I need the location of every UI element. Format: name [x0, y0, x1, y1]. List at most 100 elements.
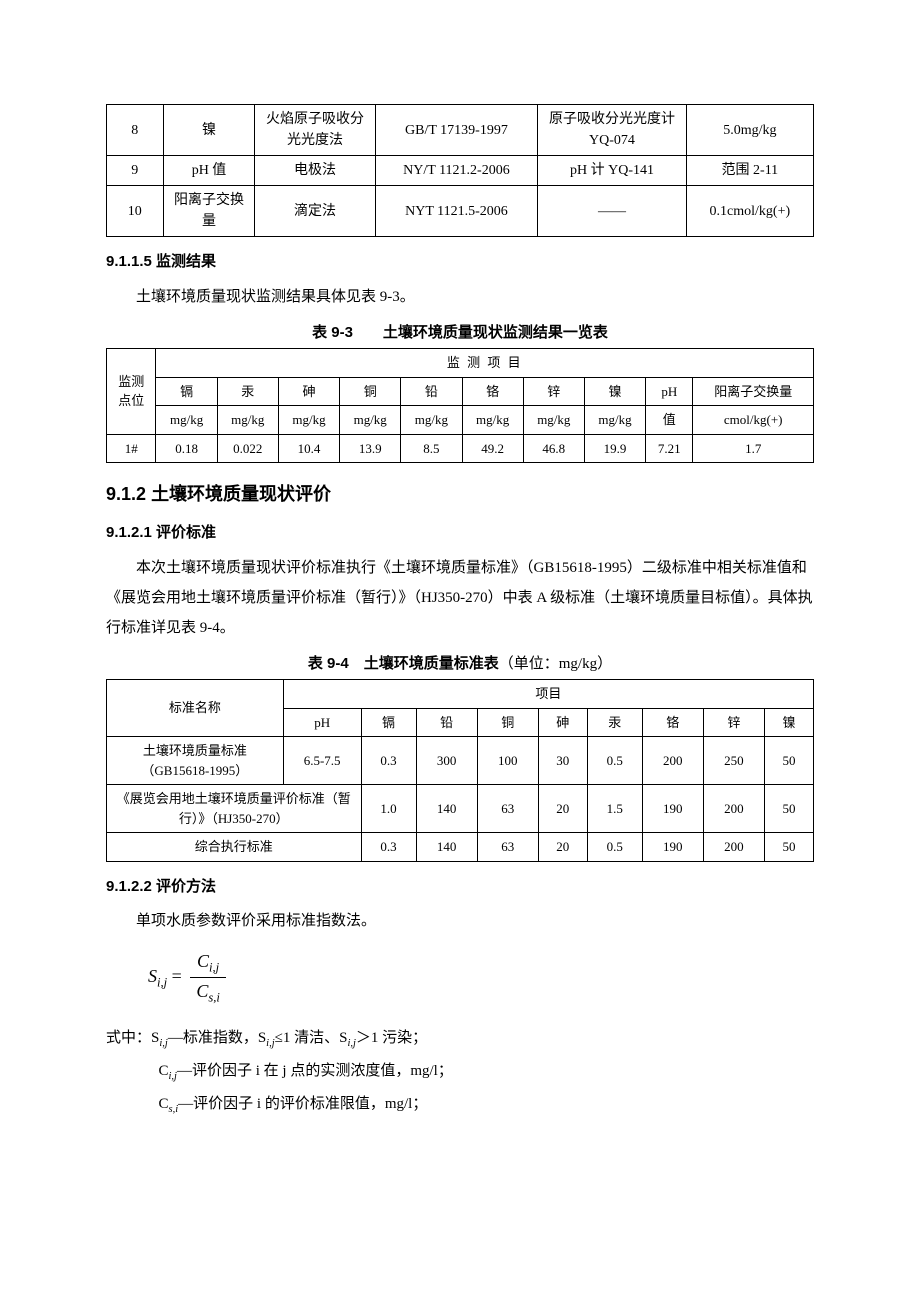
table-cell: 8.5	[401, 434, 462, 463]
row-header: 《展览会用地土壤环境质量评价标准（暂行）》（HJ350-270）	[107, 785, 362, 833]
table-cell: 140	[416, 833, 477, 862]
table-cell: 原子吸收分光光度计 YQ-074	[538, 105, 686, 156]
table-cell: 阳离子交换量	[163, 186, 255, 237]
table-cell: NY/T 1121.2-2006	[375, 156, 538, 186]
column-header: 镉	[361, 708, 416, 737]
table-cell: 5.0mg/kg	[686, 105, 813, 156]
column-header: pH	[283, 708, 361, 737]
column-header: 铅	[401, 377, 462, 406]
heading-9-1-2: 9.1.2 土壤环境质量现状评价	[106, 481, 814, 508]
table-cell: 镍	[163, 105, 255, 156]
table-cell: 250	[703, 737, 764, 785]
formula-standard-index: Si,j = Ci,j Cs,i	[148, 948, 814, 1008]
heading-9-1-2-1: 9.1.2.1 评价标准	[106, 522, 814, 545]
table-cell: 140	[416, 785, 477, 833]
formula-definitions: 式中：Si,j—标准指数，Si,j≤1 清洁、Si,j＞1 污染；Ci,j—评价…	[106, 1022, 814, 1121]
row-header: 土壤环境质量标准（GB15618-1995）	[107, 737, 284, 785]
column-header: 铅	[416, 708, 477, 737]
table-cell: pH 计 YQ-141	[538, 156, 686, 186]
table-cell: 63	[477, 785, 538, 833]
table-cell: 滴定法	[255, 186, 375, 237]
table-cell: 0.1cmol/kg(+)	[686, 186, 813, 237]
table-cell: 0.18	[156, 434, 217, 463]
table-cell: 20	[538, 833, 587, 862]
table-cell: 13.9	[340, 434, 401, 463]
column-unit: mg/kg	[217, 406, 278, 435]
table-cell: 10.4	[278, 434, 339, 463]
table-cell: 300	[416, 737, 477, 785]
table-cell: 9	[107, 156, 164, 186]
column-header: 铜	[340, 377, 401, 406]
column-header: pH	[646, 377, 693, 406]
para-9-1-2-2: 单项水质参数评价采用标准指数法。	[106, 906, 814, 936]
table-cell: 电极法	[255, 156, 375, 186]
table-cell: 1#	[107, 434, 156, 463]
column-header: 砷	[538, 708, 587, 737]
column-unit: cmol/kg(+)	[693, 406, 814, 435]
row-header: 综合执行标准	[107, 833, 362, 862]
heading-9-1-1-5: 9.1.1.5 监测结果	[106, 251, 814, 274]
table-cell: 200	[642, 737, 703, 785]
column-unit: mg/kg	[401, 406, 462, 435]
table-cell: 1.5	[587, 785, 642, 833]
column-unit: 值	[646, 406, 693, 435]
column-header: 铬	[462, 377, 523, 406]
table-cell: 200	[703, 833, 764, 862]
table-cell: 范围 2-11	[686, 156, 813, 186]
column-header: 镍	[584, 377, 645, 406]
column-header: 镍	[764, 708, 813, 737]
table-cell: 0.5	[587, 737, 642, 785]
column-unit: mg/kg	[523, 406, 584, 435]
column-unit: mg/kg	[278, 406, 339, 435]
table-cell: 火焰原子吸收分光光度法	[255, 105, 375, 156]
table-cell: pH 值	[163, 156, 255, 186]
column-unit: mg/kg	[156, 406, 217, 435]
table-cell: 50	[764, 785, 813, 833]
table-cell: 49.2	[462, 434, 523, 463]
table-cell: 6.5-7.5	[283, 737, 361, 785]
column-header: 锌	[523, 377, 584, 406]
column-unit: mg/kg	[584, 406, 645, 435]
column-header: 铬	[642, 708, 703, 737]
methods-table: 8镍火焰原子吸收分光光度法GB/T 17139-1997原子吸收分光光度计 YQ…	[106, 104, 814, 237]
table-cell: 10	[107, 186, 164, 237]
column-header: 砷	[278, 377, 339, 406]
table-cell: 1.7	[693, 434, 814, 463]
column-header: 阳离子交换量	[693, 377, 814, 406]
column-header: 汞	[587, 708, 642, 737]
heading-9-1-2-2: 9.1.2.2 评价方法	[106, 876, 814, 899]
table-cell: ——	[538, 186, 686, 237]
column-header: 汞	[217, 377, 278, 406]
table-cell: 0.5	[587, 833, 642, 862]
table-cell: 190	[642, 833, 703, 862]
table-9-4: 标准名称 项目 pH镉铅铜砷汞铬锌镍 土壤环境质量标准（GB15618-1995…	[106, 679, 814, 862]
def-line: Cs,i—评价因子 i 的评价标准限值，mg/l；	[106, 1088, 814, 1121]
column-header: 镉	[156, 377, 217, 406]
table-cell: GB/T 17139-1997	[375, 105, 538, 156]
column-header: 铜	[477, 708, 538, 737]
table-cell: 1.0	[361, 785, 416, 833]
column-header: 锌	[703, 708, 764, 737]
def-line: 式中：Si,j—标准指数，Si,j≤1 清洁、Si,j＞1 污染；	[106, 1022, 814, 1055]
column-unit: mg/kg	[462, 406, 523, 435]
table-cell: 30	[538, 737, 587, 785]
table-cell: 7.21	[646, 434, 693, 463]
table-cell: NYT 1121.5-2006	[375, 186, 538, 237]
t93-top-header: 监 测 项 目	[156, 349, 814, 378]
table-cell: 0.3	[361, 737, 416, 785]
table-cell: 50	[764, 737, 813, 785]
table-cell: 8	[107, 105, 164, 156]
para-9-1-1-5: 土壤环境质量现状监测结果具体见表 9-3。	[106, 282, 814, 312]
table-cell: 200	[703, 785, 764, 833]
column-unit: mg/kg	[340, 406, 401, 435]
table-cell: 190	[642, 785, 703, 833]
table-cell: 19.9	[584, 434, 645, 463]
para-9-1-2-1: 本次土壤环境质量现状评价标准执行《土壤环境质量标准》（GB15618-1995）…	[106, 553, 814, 643]
t93-left-header: 监测点位	[107, 349, 156, 435]
table-9-3: 监测点位 监 测 项 目 镉汞砷铜铅铬锌镍pH阳离子交换量 mg/kgmg/kg…	[106, 348, 814, 463]
table-9-3-caption: 表 9-3 土壤环境质量现状监测结果一览表	[106, 322, 814, 345]
def-line: Ci,j—评价因子 i 在 j 点的实测浓度值，mg/l；	[106, 1055, 814, 1088]
table-9-4-caption: 表 9-4 土壤环境质量标准表（单位：mg/kg）	[106, 653, 814, 676]
table-cell: 100	[477, 737, 538, 785]
table-cell: 0.022	[217, 434, 278, 463]
